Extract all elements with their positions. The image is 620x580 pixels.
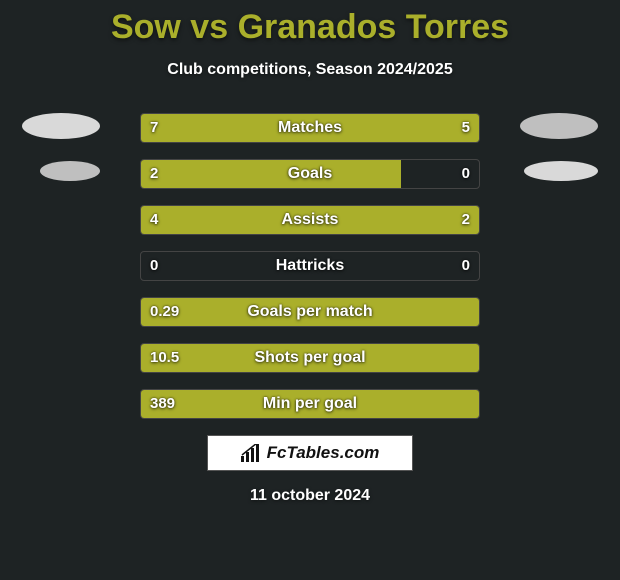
bar-track xyxy=(140,205,480,235)
stat-row: Matches75 xyxy=(0,113,620,143)
bar-left xyxy=(141,206,366,234)
source-badge-text: FcTables.com xyxy=(267,443,380,463)
bar-right xyxy=(366,206,479,234)
bar-left xyxy=(141,114,338,142)
source-badge: FcTables.com xyxy=(207,435,413,471)
stat-row: Goals per match0.29 xyxy=(0,297,620,327)
stat-row: Hattricks00 xyxy=(0,251,620,281)
date-label: 11 october 2024 xyxy=(0,487,620,505)
bar-track xyxy=(140,159,480,189)
bar-left xyxy=(141,160,401,188)
bar-track xyxy=(140,297,480,327)
bar-track xyxy=(140,113,480,143)
page-title: Sow vs Granados Torres xyxy=(0,0,620,47)
stat-row: Shots per goal10.5 xyxy=(0,343,620,373)
bar-left xyxy=(141,344,479,372)
bar-left xyxy=(141,298,479,326)
stat-row: Min per goal389 xyxy=(0,389,620,419)
bar-left xyxy=(141,390,479,418)
stat-row: Goals20 xyxy=(0,159,620,189)
chart-icon xyxy=(241,444,261,462)
bar-track xyxy=(140,343,480,373)
page-subtitle: Club competitions, Season 2024/2025 xyxy=(0,61,620,79)
bar-right xyxy=(338,114,479,142)
comparison-chart: Matches75 Goals20 Assists42 Hattricks00 Goal… xyxy=(0,113,620,419)
bar-track xyxy=(140,389,480,419)
bar-track xyxy=(140,251,480,281)
stat-row: Assists42 xyxy=(0,205,620,235)
